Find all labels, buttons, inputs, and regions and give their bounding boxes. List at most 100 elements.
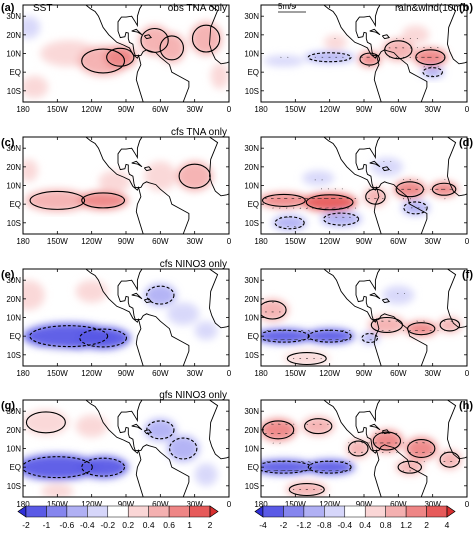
field-blob — [23, 409, 69, 436]
lon-tick-label: 120W — [319, 237, 340, 246]
lon-tick-label: 150W — [47, 105, 68, 114]
panel-c: 30N 20N 10N EQ 10S 180 150W 120W 90W 60W 30W 0 (c) cf… — [1, 127, 232, 246]
wind-vectors — [264, 423, 460, 490]
field-blob — [23, 159, 38, 182]
colorbar-swatch — [262, 505, 284, 518]
lon-tick-label: 30W — [424, 500, 441, 509]
lon-tick-label: 150W — [285, 237, 306, 246]
lon-tick-label: 60W — [152, 369, 169, 378]
panel-letter: (g) — [1, 400, 15, 412]
panel-letter: (f) — [462, 269, 473, 281]
lat-tick-label: 10S — [245, 482, 259, 491]
contour-line — [29, 190, 86, 210]
field-blob — [75, 414, 108, 438]
field-blob — [23, 280, 45, 311]
field-blob — [368, 315, 406, 335]
lat-tick-label: 10S — [7, 351, 21, 360]
field-blob — [190, 21, 223, 56]
field-blob — [23, 75, 49, 99]
colorbar-tick-label: 4 — [445, 520, 450, 530]
lon-tick-label: 0 — [465, 237, 470, 246]
field-blob — [167, 435, 200, 462]
field-blob — [261, 298, 289, 322]
contour-line — [81, 48, 126, 74]
field-blob — [75, 326, 131, 350]
contour-line — [274, 216, 305, 230]
lon-tick-label: 0 — [227, 369, 232, 378]
colorbar-extend-high — [209, 505, 219, 518]
lon-tick-label: 60W — [390, 369, 407, 378]
panel-title-right: gfs NINO3 only — [159, 390, 227, 401]
colorbar-tick-label: -0.4 — [337, 520, 352, 530]
colorbar-swatch — [46, 505, 68, 518]
colorbar-sst: -2 -1 -0.6 -0.4 -0.2 0.2 0.4 0.6 1 2 — [17, 505, 219, 530]
colorbar-tick-label: 2 — [424, 520, 429, 530]
lon-tick-label: 30W — [186, 105, 203, 114]
contour-line — [261, 329, 310, 343]
contour-line — [307, 329, 352, 343]
lat-tick-label: 10N — [6, 182, 21, 191]
lat-tick-label: 10N — [6, 50, 21, 59]
field-blob — [438, 317, 462, 333]
lat-tick-label: 10N — [244, 314, 259, 323]
lon-tick-label: 0 — [227, 237, 232, 246]
contour-line — [439, 318, 461, 332]
lon-tick-label: 150W — [285, 369, 306, 378]
lat-tick-label: 30N — [244, 276, 259, 285]
coastline — [85, 137, 229, 234]
reference-vector: 5m/s — [278, 2, 306, 13]
lon-tick-label: 90W — [118, 369, 135, 378]
field-blob — [405, 437, 438, 460]
colorbar-tick-label: 0.6 — [163, 520, 175, 530]
lon-tick-label: 30W — [424, 105, 441, 114]
colorbar-tick-label: -0.2 — [100, 520, 115, 530]
field-blob — [323, 34, 347, 50]
contour-line — [407, 438, 436, 459]
lat-tick-label: 20N — [6, 426, 21, 435]
colorbar-tick-label: -1.2 — [297, 520, 312, 530]
panel-title-right: obs TNA only — [168, 3, 227, 14]
colorbar-tick-label: 2 — [208, 520, 213, 530]
lat-tick-label: 30N — [6, 12, 21, 21]
lon-tick-label: 120W — [81, 369, 102, 378]
field-blob — [158, 32, 186, 63]
lon-tick-label: 0 — [465, 500, 470, 509]
lat-tick-label: 30N — [6, 407, 21, 416]
field-blob — [346, 439, 370, 458]
panel-b: 30N 20N 10N EQ 10S 180 150W 120W 90W 60W 30W 0 (b)ra… — [244, 2, 473, 114]
lon-tick-label: 0 — [227, 105, 232, 114]
colorbar-extend-high — [446, 505, 456, 518]
field-blob — [302, 192, 358, 212]
panel-title-right: rain&wind(10m) — [395, 3, 465, 14]
wind-vectors — [280, 37, 446, 77]
coastline — [323, 137, 467, 234]
colorbar-swatch — [66, 505, 88, 518]
colorbar-tick-label: 0.2 — [122, 520, 134, 530]
field-blob — [167, 302, 200, 325]
lat-tick-label: 10N — [244, 182, 259, 191]
contour-line — [307, 460, 352, 474]
panel-f: 30N 20N 10N EQ 10S 180 150W 120W 90W 60W 30W 0 (f) — [244, 268, 473, 378]
lon-tick-label: 60W — [152, 500, 169, 509]
lon-tick-label: 150W — [47, 237, 68, 246]
field-blob — [364, 187, 387, 207]
lat-tick-label: 10S — [7, 87, 21, 96]
field-blob — [261, 418, 297, 442]
field-blob — [144, 161, 177, 192]
field-blob — [263, 55, 305, 67]
field-blob — [144, 283, 177, 307]
lon-tick-label: 0 — [227, 500, 232, 509]
lat-tick-label: EQ — [9, 463, 21, 472]
contour-line — [261, 460, 312, 474]
lon-tick-label: 30W — [186, 369, 203, 378]
field-blob — [43, 351, 72, 366]
contour-line — [25, 411, 66, 434]
field-blob — [77, 455, 129, 479]
lon-tick-label: 60W — [390, 237, 407, 246]
lon-tick-label: 180 — [254, 500, 268, 509]
lon-tick-label: 60W — [390, 105, 407, 114]
lon-tick-label: 150W — [47, 369, 68, 378]
contour-line — [347, 440, 369, 457]
lon-tick-label: 180 — [254, 237, 268, 246]
field-blob — [401, 25, 430, 45]
